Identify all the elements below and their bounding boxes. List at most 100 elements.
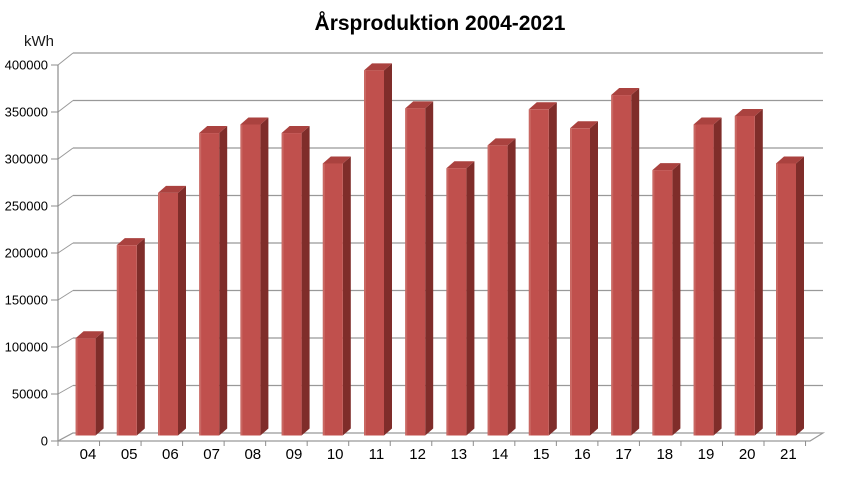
bar-side-14 [507,138,516,436]
bar-highlight-10 [322,163,325,436]
bar-highlight-17 [611,95,614,436]
x-tick-label-14: 14 [492,446,509,463]
bar-15 [528,109,549,436]
x-tick-label-10: 10 [327,446,344,463]
x-tick-label-20: 20 [739,446,756,463]
bar-side-04 [95,331,104,436]
bar-side-05 [136,238,145,436]
bar-highlight-08 [240,124,243,436]
y-tick-label-50000: 50000 [12,387,48,402]
bar-side-20 [754,108,763,436]
bar-20 [734,115,755,436]
y-tick-label-250000: 250000 [5,199,48,214]
x-tick-label-12: 12 [409,446,426,463]
bar-highlight-11 [364,70,366,436]
gridline-depth-connector-50000 [57,385,74,395]
bar-17 [611,95,632,436]
gridline-depth-connector-100000 [57,337,74,348]
bar-highlight-21 [776,163,778,436]
gridline-depth-connector-150000 [57,290,74,301]
bar-21 [776,163,796,436]
bar-side-21 [796,156,804,436]
y-tick-label-200000: 200000 [5,246,48,261]
bar-top-18 [652,163,681,171]
y-tick-label-100000: 100000 [5,340,48,355]
x-tick-label-17: 17 [615,446,632,463]
bar-highlight-19 [693,124,696,436]
bar-12 [405,108,426,436]
y-tick-label-400000: 400000 [5,58,48,73]
x-tick-label-21: 21 [780,446,797,463]
x-tick-label-09: 09 [286,446,303,463]
bar-07 [199,133,220,436]
bar-side-19 [713,117,722,436]
bar-top-19 [693,117,722,125]
y-tick-label-350000: 350000 [5,105,48,120]
bar-top-13 [446,161,475,169]
bar-top-08 [240,117,269,125]
y-tick-label-0: 0 [41,434,48,449]
x-tick-label-16: 16 [574,446,591,463]
bar-highlight-13 [446,168,449,436]
bar-top-17 [611,88,640,96]
bar-highlight-14 [487,145,490,436]
bar-top-16 [570,121,598,129]
bar-side-15 [548,102,557,436]
bar-top-21 [776,156,804,164]
bar-side-10 [342,156,351,436]
bar-highlight-04 [75,338,78,436]
x-tick-label-18: 18 [656,446,673,463]
bar-top-20 [734,108,763,116]
bar-highlight-15 [528,109,531,436]
x-tick-label-11: 11 [369,446,385,463]
bar-04 [75,338,96,436]
bar-highlight-09 [281,133,284,436]
bar-top-12 [405,101,434,109]
bar-highlight-12 [405,108,408,436]
bar-19 [693,124,714,436]
bar-05 [116,245,137,436]
bar-09 [281,133,302,436]
bar-highlight-07 [199,133,202,436]
gridline-depth-connector-300000 [57,147,74,160]
bar-side-16 [590,121,598,436]
bar-top-15 [528,102,557,110]
bar-top-14 [487,138,516,146]
bar-top-06 [158,185,186,193]
x-tick-label-15: 15 [533,446,550,463]
bar-11 [364,70,384,436]
x-tick-label-06: 06 [162,446,179,463]
x-tick-label-13: 13 [450,446,467,463]
bar-top-04 [75,331,104,339]
gridline-depth-connector-200000 [57,242,74,254]
bar-side-06 [178,185,186,436]
bar-side-11 [384,63,392,436]
x-tick-label-07: 07 [203,446,220,463]
bar-side-07 [219,126,228,436]
bar-14 [487,145,508,436]
x-tick-label-19: 19 [698,446,715,463]
bar-08 [240,124,261,436]
bar-highlight-06 [158,192,160,436]
x-tick-label-08: 08 [244,446,261,463]
bar-10 [322,163,343,436]
bar-side-18 [672,163,681,436]
bar-side-08 [260,117,269,436]
y-tick-label-300000: 300000 [5,152,48,167]
bar-side-12 [425,101,434,436]
x-tick-label-05: 05 [121,446,138,463]
bar-highlight-16 [570,128,572,436]
gridline-depth-connector-400000 [57,52,74,66]
y-axis-unit-label: kWh [24,33,54,50]
bar-top-09 [281,126,310,134]
bar-18 [652,170,673,436]
chart-title: Årsproduktion 2004-2021 [314,12,566,35]
bar-side-17 [631,88,640,436]
bar-top-07 [199,126,228,134]
bar-16 [570,128,590,436]
bar-side-09 [301,126,310,436]
bar-highlight-05 [116,245,119,436]
bar-highlight-20 [734,115,737,436]
